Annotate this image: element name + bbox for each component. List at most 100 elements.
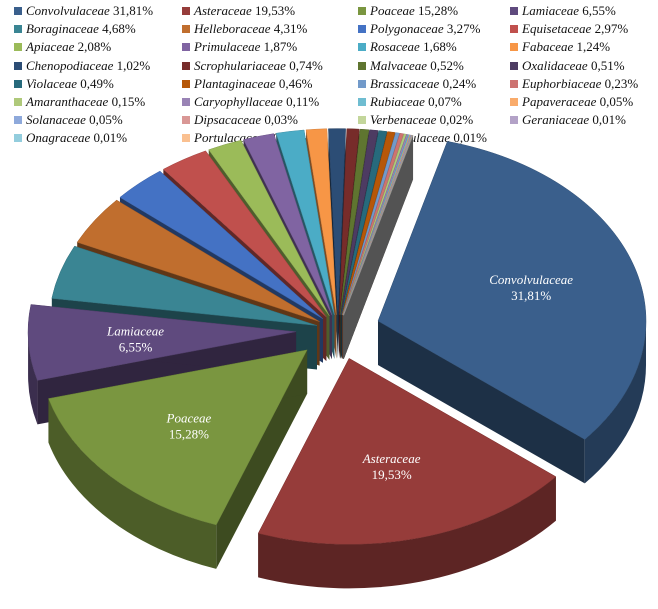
legend-swatch <box>510 98 518 106</box>
legend-label: Polygonaceae 3,27% <box>370 21 481 37</box>
legend-swatch <box>182 43 190 52</box>
pie-slice-top <box>51 245 318 326</box>
pie-slice-top <box>119 170 324 320</box>
legend-value: 0,01% <box>90 130 128 146</box>
pie-slice-top <box>341 130 388 315</box>
data-label-name: Convolvulaceae <box>489 272 573 287</box>
legend-value: 0,24% <box>439 75 477 91</box>
legend-value: 6,55% <box>579 3 616 18</box>
data-label-name: Asteraceae <box>362 451 421 466</box>
legend-value: 0,23% <box>601 75 639 91</box>
legend-swatch <box>182 61 190 70</box>
pie-slice-top <box>342 132 400 316</box>
legend-label: Boraginaceae 4,68% <box>26 21 136 37</box>
pie-slice-edge <box>584 321 647 484</box>
legend-swatch <box>182 134 190 143</box>
data-label-value: 19,53% <box>372 467 412 482</box>
legend-label: Helleboraceae 4,31% <box>194 21 308 37</box>
legend-swatch <box>358 98 366 106</box>
legend-label: Brassicaceae 0,24% <box>370 75 477 91</box>
pie-slice-top <box>377 141 647 440</box>
pie-slice-wall <box>216 349 308 569</box>
pie-slice-edge <box>28 331 38 425</box>
legend-label: Rosaceae 1,68% <box>370 39 457 55</box>
legend-swatch <box>358 61 366 70</box>
data-label-value: 15,28% <box>169 427 209 442</box>
legend-label: Fabaceae 1,24% <box>522 39 611 55</box>
legend-label: Malvaceae 0,52% <box>370 57 464 73</box>
legend-value: 15,28% <box>414 3 459 18</box>
legend-value: 0,03% <box>261 112 298 128</box>
legend-swatch <box>358 79 366 88</box>
chart-legend: Convolvulaceae 31,81% Asteraceae 19,53% Po… <box>0 0 658 170</box>
legend-label: Euphorbiaceae 0,23% <box>522 75 639 91</box>
legend-value: 19,53% <box>251 3 296 18</box>
legend-value: 0,49% <box>77 75 114 91</box>
legend-label: Scrophulariaceae 0,74% <box>194 57 323 73</box>
legend-value: 4,31% <box>270 21 308 37</box>
legend-swatch <box>510 7 518 15</box>
legend-value: 0,52% <box>427 57 464 73</box>
legend-label: Papaveraceae 0,05% <box>522 94 634 109</box>
legend-value: 31,81% <box>109 3 154 18</box>
legend-value: 0,05% <box>85 112 123 128</box>
pie-slice-wall <box>343 135 414 360</box>
legend-swatch <box>510 25 518 34</box>
legend-label: Onagraceae 0,01% <box>26 130 128 146</box>
legend-label: Rubiaceae 0,07% <box>370 94 462 109</box>
legend-swatch <box>358 7 366 15</box>
legend-label: Apiaceae 2,08% <box>26 39 112 55</box>
pie-slice-top <box>208 139 330 316</box>
legend-swatch <box>358 116 366 125</box>
legend-value: 0,74% <box>285 57 323 73</box>
legend-label: Equisetaceae 2,97% <box>522 21 629 37</box>
legend-value: 1,24% <box>573 39 611 55</box>
legend-label: Geraniaceae 0,01% <box>522 112 626 128</box>
legend-swatch <box>14 43 22 52</box>
legend-value: 0,01% <box>450 130 487 146</box>
legend-value: 1,68% <box>419 39 457 55</box>
legend-label: Amaranthaceae 0,15% <box>26 94 146 109</box>
legend-swatch <box>182 25 190 34</box>
legend-label: Asteraceae 19,53% <box>194 3 296 18</box>
legend-value: 0,51% <box>587 57 625 73</box>
legend-value: 2,08% <box>74 39 112 55</box>
pie-slice-top <box>343 135 414 316</box>
pie-slice-top <box>339 128 370 315</box>
legend-label: Convolvulaceae 31,81% <box>26 3 154 18</box>
legend-swatch <box>14 98 22 106</box>
data-label-value: 6,55% <box>119 339 153 354</box>
pie-slice-top <box>162 150 327 318</box>
legend-value: 0,11% <box>282 94 320 109</box>
pie-slice-top <box>328 128 346 315</box>
pie-slice-top <box>341 131 396 315</box>
legend-swatch <box>358 25 366 34</box>
legend-label: Lamiaceae 6,55% <box>522 3 616 18</box>
legend-value: 0,05% <box>596 94 634 109</box>
legend-swatch <box>14 25 22 34</box>
legend-swatch <box>358 43 366 52</box>
legend-label: Caryophyllaceae 0,11% <box>194 94 320 109</box>
pie-slice <box>48 349 308 569</box>
data-label-value: 31,81% <box>511 288 551 303</box>
legend-value: 0,02% <box>436 112 474 128</box>
legend-value: 3,27% <box>443 21 481 37</box>
pie-slice-top <box>48 349 308 526</box>
legend-value: 0,46% <box>275 75 313 91</box>
legend-value: 2,97% <box>591 21 629 37</box>
pie-slice-top <box>243 133 333 316</box>
legend-swatch <box>14 134 22 143</box>
legend-label: Oxalidaceae 0,51% <box>522 57 625 73</box>
legend-value: 1,87% <box>260 39 298 55</box>
pie-slice-top <box>342 132 405 316</box>
legend-swatch <box>510 116 518 125</box>
pie-slice <box>257 358 557 589</box>
legend-swatch <box>182 116 190 125</box>
legend-swatch <box>182 98 190 106</box>
pie-slice-top <box>305 128 337 315</box>
pie-slice-top <box>275 129 335 315</box>
pie-slice-edge <box>258 476 556 589</box>
data-label-name: Poaceae <box>166 411 212 426</box>
legend-label: Solanaceae 0,05% <box>26 112 123 128</box>
